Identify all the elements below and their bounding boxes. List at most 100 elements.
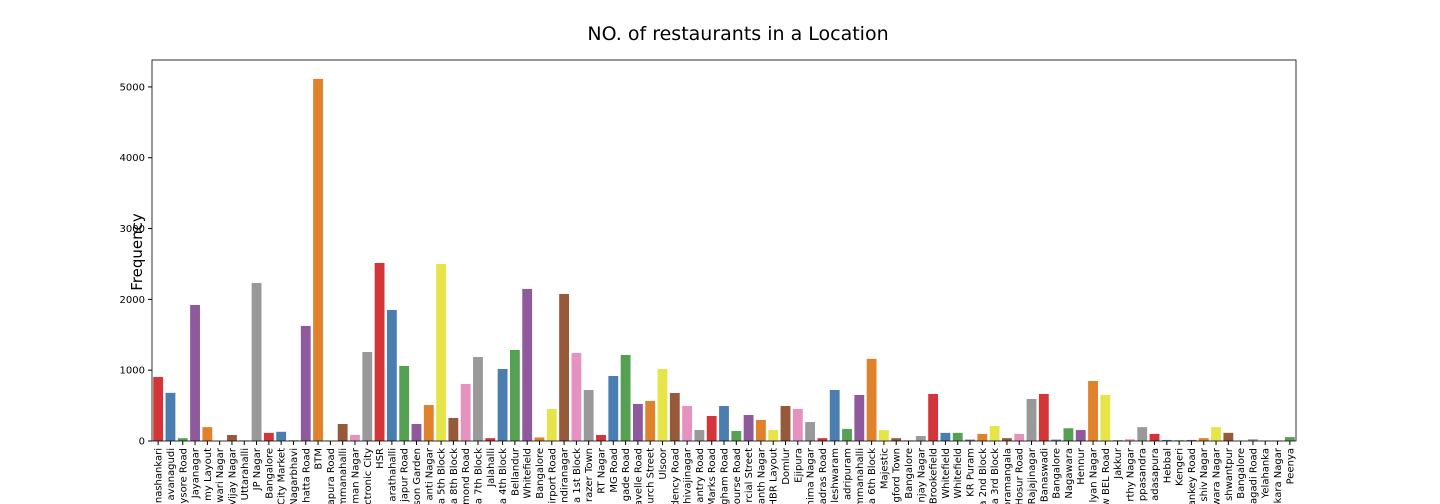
bar	[497, 368, 508, 441]
x-tick-label: w BEL Road	[1101, 448, 1112, 504]
bar	[989, 425, 1000, 441]
bar	[1026, 399, 1037, 441]
bar	[386, 309, 397, 441]
bar	[1284, 437, 1295, 441]
bar	[190, 304, 200, 441]
x-tick-label: arathahalli	[387, 448, 398, 502]
x-tick-label: adras Road	[818, 448, 829, 504]
x-tick-label: Vijay Nagar	[227, 447, 238, 504]
bar	[669, 392, 680, 441]
x-tick-label: wari Nagar	[215, 447, 226, 502]
x-tick-label: rthy Nagar	[1125, 447, 1136, 502]
y-axis-label: Frequency	[128, 213, 146, 291]
bar	[1063, 428, 1074, 441]
x-tick-label: ysore Road	[178, 448, 189, 504]
x-tick-label: Bangalore	[535, 448, 546, 499]
bar	[1075, 430, 1086, 441]
x-tick-label: antry Road	[695, 448, 706, 503]
x-tick-label: Domlur	[781, 447, 792, 485]
bar	[534, 437, 545, 441]
bar	[227, 434, 237, 441]
bar	[165, 392, 176, 441]
x-tick-label: anti Nagar	[424, 447, 435, 500]
x-tick-label: mmanahalli	[855, 448, 866, 504]
x-tick-label: adasapura	[1150, 448, 1161, 501]
x-tick-label: a 2nd Block	[978, 448, 989, 504]
x-tick-label: Jakkur	[1113, 447, 1124, 480]
x-tick-label: a 3rd Block	[990, 448, 1001, 504]
bar	[1198, 438, 1209, 441]
y-tick-label: 1000	[120, 366, 145, 377]
bar	[682, 406, 693, 441]
bar	[202, 427, 213, 441]
bar	[473, 357, 483, 441]
bar	[350, 434, 360, 441]
x-tick-label: agadi Road	[1248, 448, 1259, 504]
bar	[362, 351, 373, 441]
bar	[731, 431, 742, 441]
x-tick-label: Jayanagar	[191, 447, 202, 499]
plot-frame	[151, 59, 1297, 442]
y-tick-label: 3000	[120, 224, 145, 235]
x-tick-label: my Layout	[203, 448, 214, 501]
x-tick-label: Peenya	[1285, 448, 1296, 484]
x-tick-label: Bangalore	[1052, 448, 1063, 499]
x-tick-label: razer Town	[584, 448, 595, 502]
x-tick-label: a 4th Block	[498, 448, 509, 504]
x-tick-label: ankey Road	[1187, 448, 1198, 504]
x-tick-label: Nagawara	[1064, 448, 1075, 499]
bar	[1002, 438, 1012, 441]
bar	[571, 352, 582, 441]
x-tick-label: Nagarbhavi	[289, 448, 300, 504]
bar	[620, 354, 631, 441]
x-tick-label: Whitefield	[953, 448, 964, 499]
x-tick-label: njay Nagar	[916, 447, 927, 502]
x-tick-label: a 6th Block	[867, 448, 878, 504]
bar	[263, 432, 274, 441]
bar	[251, 282, 262, 441]
y-tick-label: 5000	[120, 82, 145, 93]
x-tick-label: ppasandra	[1138, 448, 1149, 501]
bar	[805, 422, 816, 441]
x-tick-label: leshwaram	[830, 448, 841, 503]
bar	[374, 262, 385, 441]
bar	[485, 438, 496, 441]
x-tick-label: man Nagar	[350, 447, 361, 503]
bar	[719, 406, 729, 441]
bar	[559, 293, 570, 441]
x-tick-label: Ejipura	[793, 448, 804, 483]
bar	[657, 368, 668, 441]
x-tick-label: ndiranagar	[560, 447, 571, 503]
x-tick-label: BTM	[314, 448, 325, 470]
x-tick-label: Hosur Road	[1015, 448, 1026, 504]
bar	[546, 408, 557, 441]
bar	[399, 366, 410, 441]
x-tick-label: adripuram	[843, 448, 854, 500]
x-tick-label: Rajajinagar	[1027, 447, 1038, 504]
x-tick-label: Marks Road	[707, 448, 718, 504]
bar	[632, 403, 643, 441]
x-tick-label: urch Street	[646, 448, 657, 504]
bar	[1161, 439, 1172, 441]
x-tick-label: japur Road	[400, 448, 411, 503]
bar	[1149, 433, 1160, 441]
x-tick-label: nashankari	[154, 448, 165, 503]
x-tick-label: anth Nagar	[756, 447, 767, 504]
x-tick-label: KR Puram	[966, 448, 977, 497]
bar	[1051, 439, 1062, 441]
y-tick-label: 4000	[120, 153, 145, 164]
bar	[878, 430, 889, 441]
x-tick-label: shiv Nagar	[1199, 447, 1210, 502]
x-tick-label: son Garden	[412, 448, 423, 504]
bar	[522, 288, 533, 441]
bar	[1088, 381, 1098, 441]
x-tick-label: City Market	[277, 448, 288, 504]
bar	[448, 417, 459, 441]
x-tick-label: gham Road	[720, 448, 731, 504]
bar	[743, 415, 754, 441]
bar	[460, 383, 471, 441]
bar	[596, 434, 606, 441]
bar	[509, 349, 520, 441]
x-tick-label: Yelahanka	[1261, 448, 1272, 499]
x-tick-label: Bangalore	[264, 448, 275, 499]
